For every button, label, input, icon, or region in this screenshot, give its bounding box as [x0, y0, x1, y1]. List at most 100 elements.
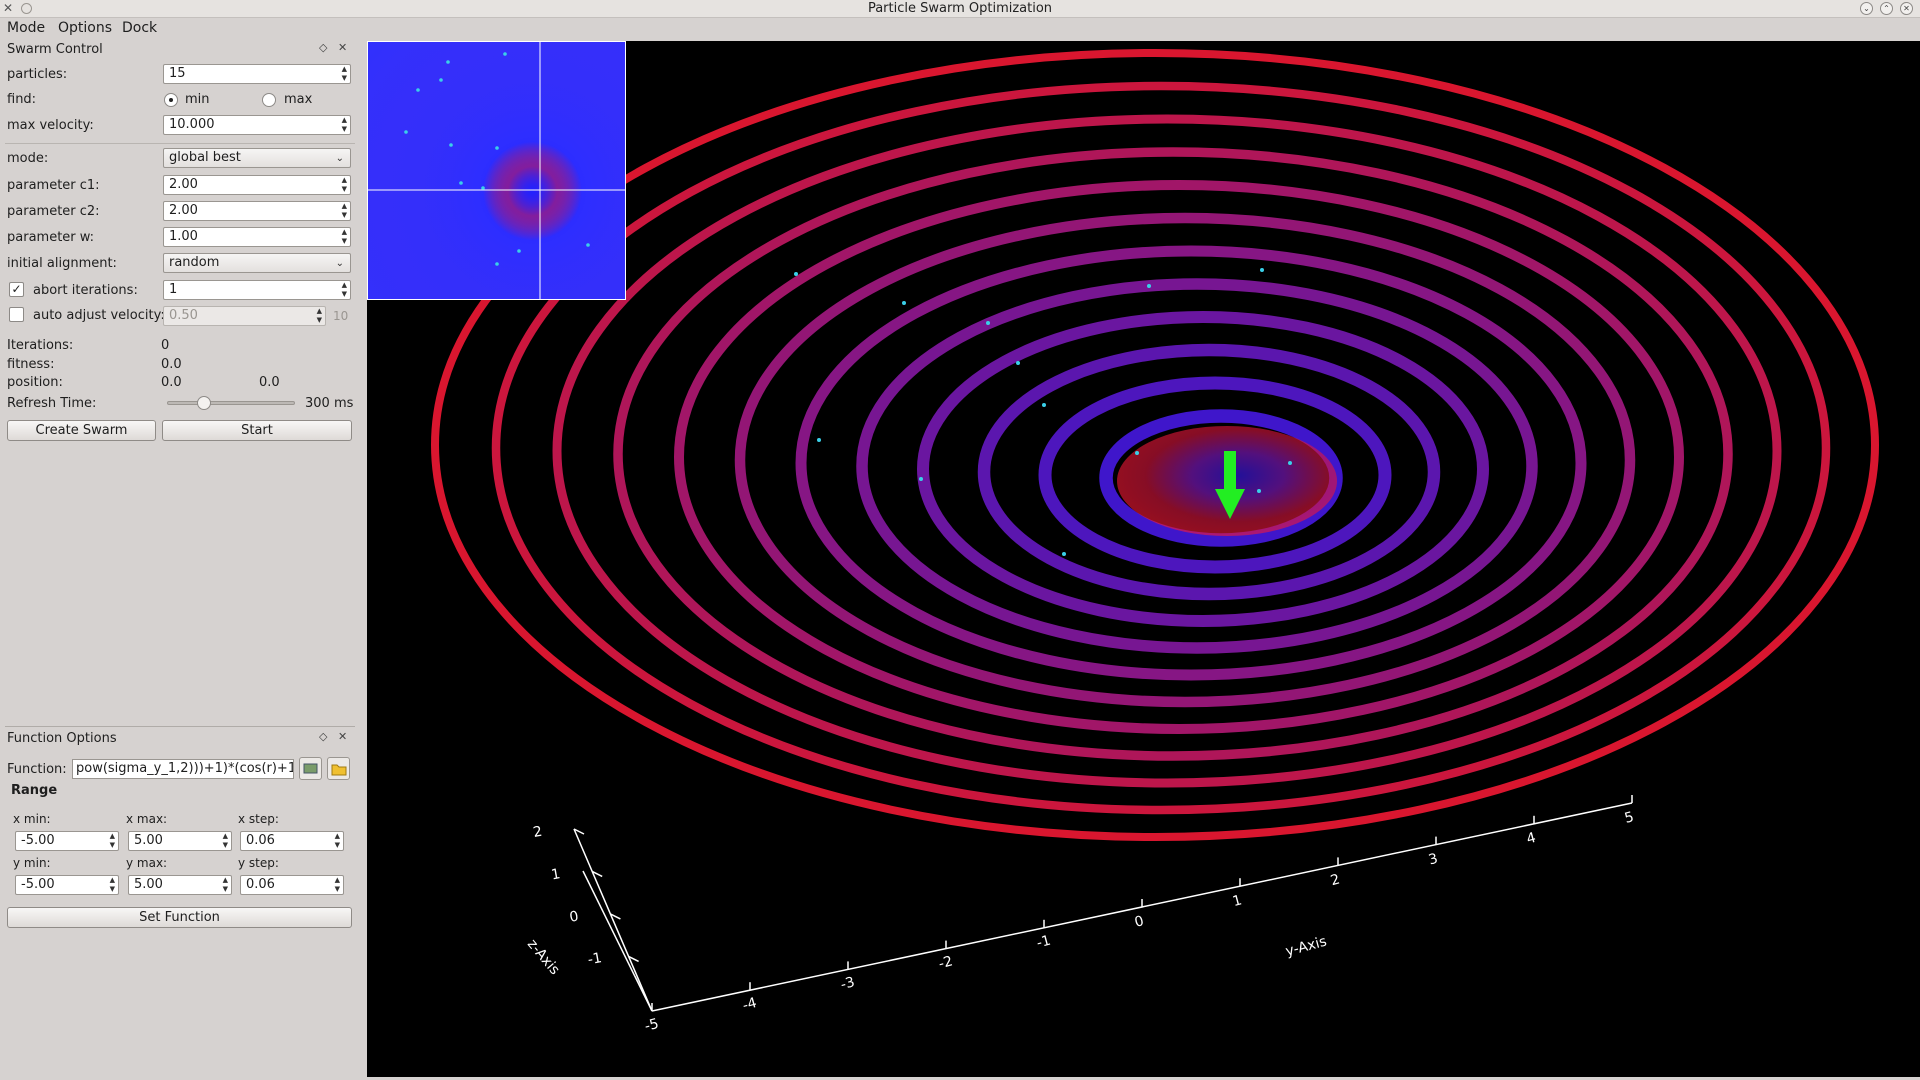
heatmap-particle — [439, 78, 443, 82]
spin-arrows-icon[interactable]: ▲ ▼ — [341, 176, 347, 193]
mode-label: mode: — [7, 151, 49, 166]
plot-3d-viewport[interactable]: -5 -4 -3 -2 -1 0 1 2 3 4 5 y-Axis 2 1 0 -1 z-Axis — [367, 41, 1920, 1077]
find-label: find: — [7, 92, 37, 107]
float-icon[interactable]: ◇ — [319, 41, 328, 54]
ymax-spinbox[interactable]: 5.00 ▲ ▼ — [128, 875, 232, 895]
max-velocity-spinbox[interactable]: 10.000 ▲ ▼ — [163, 115, 351, 135]
spin-arrows-icon[interactable]: ▲ ▼ — [109, 876, 115, 893]
function-folder-icon[interactable] — [327, 757, 350, 780]
auto-adjust-checkbox[interactable] — [9, 307, 24, 322]
dock-splitter[interactable] — [5, 726, 355, 727]
abort-spinbox[interactable]: 1 ▲ ▼ — [163, 280, 351, 300]
set-function-button[interactable]: Set Function — [7, 907, 352, 928]
float-icon[interactable]: ◇ — [319, 730, 328, 743]
ystep-label: y step: — [238, 856, 279, 870]
iterations-label: Iterations: — [7, 338, 74, 353]
surface-ring — [491, 81, 1831, 815]
close-icon[interactable]: ✕ — [338, 730, 348, 743]
create-swarm-button[interactable]: Create Swarm — [7, 420, 156, 441]
heatmap-particle — [586, 243, 590, 247]
y-tick-label: -5 — [643, 1016, 661, 1035]
spin-arrows-icon[interactable]: ▲ ▼ — [341, 281, 347, 298]
heatmap-particle — [495, 262, 499, 266]
start-button[interactable]: Start — [162, 420, 352, 441]
c2-spinbox[interactable]: 2.00 ▲ ▼ — [163, 201, 351, 221]
auto-adjust-suffix: 10 — [333, 309, 349, 323]
find-max-label: max — [284, 92, 313, 107]
function-image-icon[interactable] — [299, 757, 322, 780]
w-spinbox[interactable]: 1.00 ▲ ▼ — [163, 227, 351, 247]
auto-adjust-spinbox[interactable]: 0.50 ▲ ▼ — [163, 306, 326, 326]
menu-mode[interactable]: Mode — [7, 20, 46, 36]
xstep-spinbox[interactable]: 0.06 ▲ ▼ — [240, 831, 344, 851]
refresh-slider-handle[interactable] — [197, 396, 211, 410]
particles-label: particles: — [7, 67, 68, 82]
particle — [1257, 489, 1261, 493]
position-y-value: 0.0 — [259, 375, 280, 390]
spin-arrows-icon[interactable]: ▲ ▼ — [334, 876, 340, 893]
surface-ring — [917, 311, 1489, 627]
surface-ring — [431, 49, 1879, 841]
ystep-spinbox[interactable]: 0.06 ▲ ▼ — [240, 875, 344, 895]
c1-spinbox[interactable]: 2.00 ▲ ▼ — [163, 175, 351, 195]
iterations-value: 0 — [161, 338, 170, 353]
xmax-label: x max: — [126, 812, 168, 826]
y-tick-label: -2 — [937, 953, 955, 972]
spin-arrows-icon[interactable]: ▲ ▼ — [341, 228, 347, 245]
alignment-combo[interactable]: random ⌄ — [163, 253, 351, 273]
spin-arrows-icon[interactable]: ▲ ▼ — [222, 876, 228, 893]
z-tick — [573, 828, 585, 835]
y-tick-label: 5 — [1623, 809, 1636, 827]
heatmap-particle — [481, 186, 485, 190]
y-tick-label: 0 — [1133, 913, 1146, 931]
surface-ring — [856, 278, 1538, 654]
surface-plot[interactable]: -5 -4 -3 -2 -1 0 1 2 3 4 5 y-Axis 2 1 0 -1 z-Axis — [367, 41, 1920, 1077]
heatmap-canvas — [368, 42, 625, 299]
xmin-label: x min: — [13, 812, 51, 826]
heatmap-particle — [446, 60, 450, 64]
y-tick-label: 3 — [1427, 851, 1440, 869]
spin-arrows-icon[interactable]: ▲ ▼ — [341, 65, 347, 82]
menu-options[interactable]: Options — [58, 20, 113, 36]
heatmap-particle — [449, 143, 453, 147]
function-label: Function: — [7, 762, 67, 777]
spin-arrows-icon[interactable]: ▲ ▼ — [341, 202, 347, 219]
spin-arrows-icon[interactable]: ▲ ▼ — [334, 832, 340, 849]
refresh-slider[interactable] — [167, 401, 295, 405]
function-heatmap[interactable] — [367, 41, 626, 300]
particle — [794, 272, 798, 276]
particles-spinbox[interactable]: 15 ▲ ▼ — [163, 64, 351, 84]
mode-combo[interactable]: global best ⌄ — [163, 148, 351, 168]
close-icon[interactable]: ✕ — [1900, 2, 1913, 15]
particles — [794, 268, 1292, 556]
function-input[interactable]: pow(sigma_y_1,2)))+1)*(cos(r)+1) — [72, 759, 294, 779]
spin-arrows-icon[interactable]: ▲ ▼ — [341, 116, 347, 133]
z-tick — [628, 955, 639, 963]
find-min-radio[interactable] — [164, 93, 178, 107]
auto-adjust-label: auto adjust velocity: — [33, 308, 165, 323]
particle — [1147, 284, 1151, 288]
xmin-spinbox[interactable]: -5.00 ▲ ▼ — [15, 831, 119, 851]
y-tick-label: 2 — [1329, 871, 1342, 889]
window-title: Particle Swarm Optimization — [867, 1, 1053, 16]
c2-label: parameter c2: — [7, 204, 100, 219]
find-max-radio[interactable] — [262, 93, 276, 107]
surface-ring — [1038, 376, 1392, 574]
range-heading: Range — [11, 783, 58, 798]
abort-checkbox[interactable]: ✓ — [9, 282, 24, 297]
particle — [817, 438, 821, 442]
max-velocity-label: max velocity: — [7, 118, 94, 133]
close-icon[interactable]: ✕ — [338, 41, 348, 54]
surface-ring — [977, 343, 1441, 601]
spin-arrows-icon[interactable]: ▲ ▼ — [109, 832, 115, 849]
maximize-icon[interactable]: ⌃ — [1880, 2, 1893, 15]
menu-dock[interactable]: Dock — [122, 20, 158, 36]
xmax-spinbox[interactable]: 5.00 ▲ ▼ — [128, 831, 232, 851]
fitness-value: 0.0 — [161, 357, 182, 372]
y-tick-label: -4 — [741, 995, 759, 1014]
ymin-spinbox[interactable]: -5.00 ▲ ▼ — [15, 875, 119, 895]
window-menu-icon[interactable] — [21, 3, 32, 14]
spin-arrows-icon[interactable]: ▲ ▼ — [316, 307, 322, 324]
spin-arrows-icon[interactable]: ▲ ▼ — [222, 832, 228, 849]
minimize-icon[interactable]: ⌄ — [1860, 2, 1873, 15]
